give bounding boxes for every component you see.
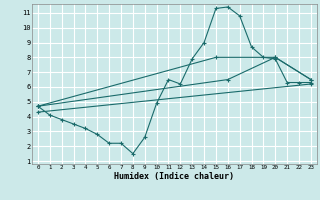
X-axis label: Humidex (Indice chaleur): Humidex (Indice chaleur) [115, 172, 234, 181]
